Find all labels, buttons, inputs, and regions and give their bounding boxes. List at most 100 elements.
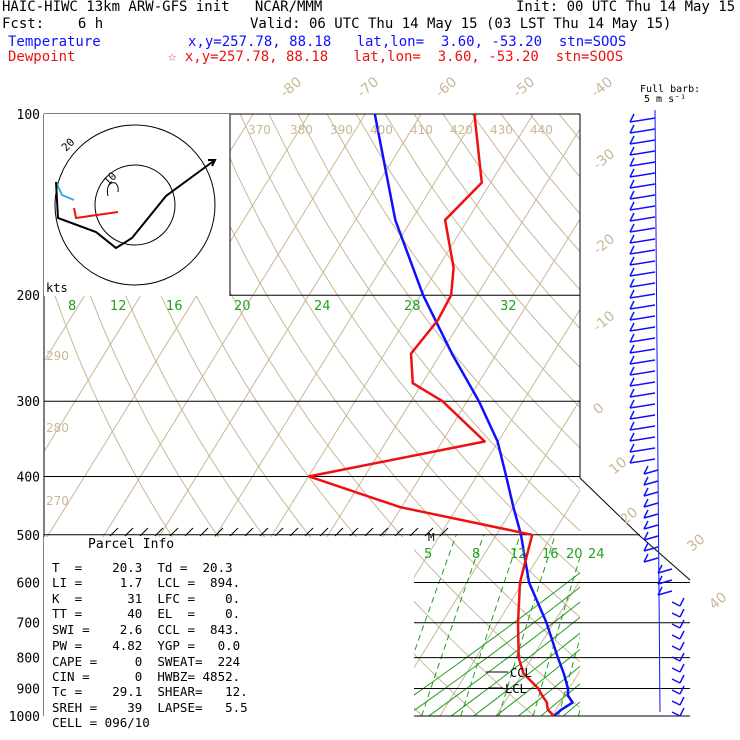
moist-adiabat-line	[495, 648, 580, 716]
theta-label: 370	[248, 123, 271, 137]
pressure-tick-label: 700	[17, 617, 40, 632]
theta-label: 430	[490, 123, 513, 137]
moist-adiabat-line	[406, 586, 580, 716]
wind-barb	[643, 542, 649, 552]
wind-barb	[643, 520, 649, 530]
wind-barb	[629, 146, 635, 156]
freezing-level-hatch	[184, 527, 194, 537]
moist-adiabat-line	[586, 114, 740, 716]
parcel-row: CIN = 0 HWBZ= 4852.	[52, 669, 241, 684]
theta-label: 270	[46, 494, 69, 508]
hodograph-ring-inner	[94, 164, 176, 246]
wind-barb	[629, 183, 656, 189]
wind-barb	[629, 194, 656, 200]
wind-barb	[643, 476, 649, 486]
dry-adiabat-line	[413, 114, 580, 330]
barb-legend-title: Full barb:	[640, 84, 701, 95]
model-title: HAIC-HIWC 13km ARW-GFS init NCAR/MMM	[2, 0, 323, 15]
isotherm-label: -70	[354, 74, 382, 101]
isotherm-line	[608, 114, 740, 716]
wind-barb	[679, 696, 685, 706]
wind-barb	[629, 392, 656, 398]
moist-adiabat-line	[608, 114, 740, 716]
parcel-row: SWI = 2.6 CCL = 843.	[52, 622, 241, 637]
mixing-ratio-label: 12	[510, 547, 527, 562]
freezing-level-hatch	[439, 527, 449, 537]
wind-barb	[679, 652, 685, 662]
freezing-level-hatch	[319, 527, 329, 537]
moist-adiabat-line	[473, 632, 580, 716]
moist-adiabat-line	[540, 683, 580, 716]
freezing-level-hatch	[364, 527, 374, 537]
freezing-level-hatch	[304, 527, 314, 537]
wind-barb	[629, 458, 656, 464]
moist-adiabat-line	[518, 665, 580, 716]
mixing-ratio-label: 5	[424, 547, 432, 562]
mixing-ratio-label: 16	[166, 299, 183, 314]
moist-adiabat-line	[562, 701, 580, 716]
dewpoint-legend-label: Dewpoint	[8, 49, 76, 65]
hodograph-arrowhead	[208, 159, 217, 167]
wind-barb	[629, 359, 656, 365]
dry-adiabat-line	[529, 114, 580, 178]
hodograph-storm-arrow	[106, 182, 119, 197]
wind-barb	[629, 128, 656, 134]
theta-label: 420	[450, 123, 473, 137]
wind-barb	[629, 436, 656, 442]
wind-barb	[679, 685, 685, 695]
wind-barb	[629, 355, 635, 365]
wind-barb	[629, 124, 635, 134]
plot-right-axis-angled	[579, 477, 641, 537]
wind-barb	[643, 480, 659, 486]
wind-barb	[629, 245, 635, 255]
temperature-legend-info: x,y=257.78, 88.18 lat,lon= 3.60, -53.20 …	[188, 34, 627, 50]
parcel-row: TT = 40 EL = 0.	[52, 606, 241, 621]
wind-barb	[629, 205, 656, 211]
isotherm-label: -50	[510, 74, 538, 101]
freezing-level-hatch	[169, 527, 179, 537]
wind-barb	[629, 454, 635, 464]
wind-barb	[629, 388, 635, 398]
moist-adiabat-line	[653, 114, 740, 716]
wind-barb	[629, 172, 656, 178]
wind-barb	[643, 553, 649, 563]
isotherm-line	[551, 669, 580, 716]
lcl-label: LCL	[505, 682, 527, 696]
wind-barb	[629, 366, 635, 376]
wind-barb	[657, 579, 673, 585]
wind-barb	[643, 557, 659, 563]
parcel-info-panel: Parcel Info T = 20.3 Td = 20.3 LI = 1.7 …	[44, 537, 414, 737]
wind-barb	[629, 381, 656, 387]
parcel-info-title: Parcel Info	[88, 537, 175, 552]
theta-label: 400	[370, 123, 393, 137]
freezing-level-hatch	[229, 527, 239, 537]
isotherm-label: 40	[706, 589, 730, 613]
wind-barb	[629, 282, 656, 288]
isotherm-label: -40	[588, 74, 616, 101]
mixing-ratio-label: 24	[588, 547, 605, 562]
wind-barb	[671, 678, 681, 684]
dry-adiabat-line	[500, 114, 580, 215]
wind-barb	[679, 597, 685, 607]
pressure-tick-label: 200	[17, 289, 40, 304]
mixing-ratio-label: 12	[110, 299, 127, 314]
mixing-ratio-label: 24	[314, 299, 331, 314]
wind-barb	[629, 267, 635, 277]
wind-barb	[629, 212, 635, 222]
wind-barb	[629, 410, 635, 420]
wind-barb	[629, 322, 635, 332]
isotherm-label: 0	[590, 400, 607, 418]
parcel-row: PW = 4.82 YGP = 0.0	[52, 638, 241, 653]
plot-right-axis-angled	[639, 535, 691, 581]
init-time: Init: 00 UTC Thu 14 May 15	[516, 0, 736, 15]
wind-barb	[629, 326, 656, 332]
hodograph-unit-label: kts	[46, 281, 68, 295]
wind-barb	[643, 498, 649, 508]
isotherm-label: 10	[606, 454, 630, 478]
wind-barb	[643, 524, 659, 530]
wind-barb	[643, 491, 659, 497]
freezing-level-hatch	[394, 527, 404, 537]
wind-barb	[629, 168, 635, 178]
mixing-ratio-line	[532, 555, 580, 716]
parcel-row: K = 31 LFC = 0.	[52, 591, 241, 606]
